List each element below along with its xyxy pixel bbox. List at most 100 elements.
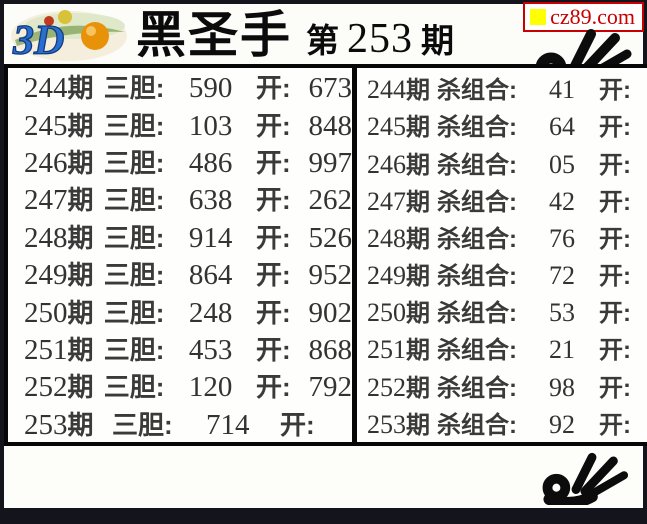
open-label: 开: bbox=[599, 188, 631, 216]
open-label: 开: bbox=[255, 110, 291, 141]
page-title: 黑圣手 第 253 期 bbox=[136, 6, 454, 64]
pick-label: 杀组合: bbox=[437, 151, 517, 179]
open-label: 开: bbox=[599, 337, 631, 365]
left-panel: 244期 三胆: 590 开: 673 245期 三胆: 103 开: 848 … bbox=[4, 64, 357, 446]
pick-label: 三胆: bbox=[112, 409, 173, 440]
data-panels: 244期 三胆: 590 开: 673 245期 三胆: 103 开: 848 … bbox=[4, 64, 647, 446]
period-cell: 251期 bbox=[24, 333, 94, 366]
pick-value: 98 bbox=[549, 372, 575, 402]
period-cell: 251期 bbox=[367, 335, 430, 365]
ok-hand-icon bbox=[535, 449, 633, 509]
pick-label: 杀组合: bbox=[437, 188, 517, 216]
pick-label: 三胆: bbox=[103, 148, 165, 179]
pick-value: 248 bbox=[188, 296, 233, 329]
table-row: 244期 三胆: 590 开: 673 bbox=[24, 68, 352, 105]
table-row: 245期 杀组合: 64 开: 848 bbox=[367, 107, 647, 142]
pick-label: 杀组合: bbox=[437, 300, 517, 328]
open-label: 开: bbox=[599, 300, 631, 328]
issue-suffix: 期 bbox=[421, 24, 454, 60]
pick-label: 三胆: bbox=[103, 297, 165, 328]
open-value: 902 bbox=[308, 296, 353, 329]
pick-label: 三胆: bbox=[103, 372, 165, 403]
table-row: 253期 杀组合: 92 开: bbox=[367, 405, 647, 440]
issue-number: 253 bbox=[347, 16, 413, 62]
period-cell: 252期 bbox=[24, 371, 94, 404]
open-value: 868 bbox=[308, 333, 353, 366]
open-label: 开: bbox=[255, 260, 291, 291]
pick-value: 72 bbox=[549, 261, 575, 291]
pick-label: 三胆: bbox=[103, 334, 165, 365]
pick-value: 21 bbox=[549, 335, 575, 365]
svg-text:3D: 3D bbox=[12, 18, 64, 62]
issue-prefix: 第 bbox=[306, 24, 339, 60]
table-row: 246期 杀组合: 05 开: 997 bbox=[367, 145, 647, 180]
pick-label: 杀组合: bbox=[437, 263, 517, 291]
pick-value: 76 bbox=[549, 223, 575, 253]
table-row: 247期 三胆: 638 开: 262 bbox=[24, 180, 352, 217]
table-row: 251期 杀组合: 21 开: 868 bbox=[367, 330, 647, 365]
pick-value: 92 bbox=[549, 409, 575, 439]
table-row: 247期 杀组合: 42 开: 262 bbox=[367, 182, 647, 217]
open-value: 673 bbox=[308, 72, 353, 105]
title-main: 黑圣手 bbox=[136, 7, 292, 63]
period-cell: 252期 bbox=[367, 372, 430, 402]
period-cell: 247期 bbox=[24, 184, 94, 217]
pick-label: 杀组合: bbox=[437, 77, 517, 105]
period-cell: 246期 bbox=[367, 149, 430, 179]
table-row: 248期 三胆: 914 开: 526 bbox=[24, 218, 352, 255]
open-label: 开: bbox=[599, 411, 631, 439]
period-cell: 244期 bbox=[24, 72, 94, 105]
table-row: 252期 杀组合: 98 开: 792 bbox=[367, 368, 647, 403]
open-label: 开: bbox=[599, 114, 631, 142]
open-value: 262 bbox=[308, 184, 353, 217]
issue-label: 第 253 期 bbox=[306, 14, 454, 63]
period-cell: 248期 bbox=[24, 221, 94, 254]
pick-value: 120 bbox=[188, 371, 233, 404]
site-badge[interactable]: cz89.com bbox=[523, 2, 644, 32]
table-row: 250期 杀组合: 53 开: 902 bbox=[367, 293, 647, 328]
table-row: 246期 三胆: 486 开: 997 bbox=[24, 143, 352, 180]
site-badge-text: cz89.com bbox=[550, 4, 635, 29]
period-cell: 247期 bbox=[367, 186, 430, 216]
pick-label: 三胆: bbox=[103, 73, 165, 104]
yellow-square-icon bbox=[530, 9, 547, 25]
pick-label: 三胆: bbox=[103, 260, 165, 291]
open-label: 开: bbox=[599, 225, 631, 253]
pick-label: 三胆: bbox=[103, 110, 165, 141]
open-label: 开: bbox=[599, 151, 631, 179]
pick-value: 64 bbox=[549, 112, 575, 142]
open-value: 952 bbox=[308, 259, 353, 292]
open-value: 792 bbox=[308, 371, 353, 404]
open-label: 开: bbox=[255, 297, 291, 328]
period-cell: 250期 bbox=[24, 296, 94, 329]
pick-label: 杀组合: bbox=[437, 114, 517, 142]
table-row: 251期 三胆: 453 开: 868 bbox=[24, 330, 352, 367]
open-label: 开: bbox=[255, 222, 291, 253]
header: 3D 黑圣手 第 253 期 cz89.com bbox=[4, 2, 644, 65]
table-row: 249期 三胆: 864 开: 952 bbox=[24, 255, 352, 292]
pick-label: 杀组合: bbox=[437, 225, 517, 253]
pick-value: 05 bbox=[549, 149, 575, 179]
pick-value: 41 bbox=[549, 75, 575, 105]
pick-value: 453 bbox=[188, 333, 233, 366]
pick-value: 53 bbox=[549, 298, 575, 328]
period-cell: 244期 bbox=[367, 75, 430, 105]
table-row: 252期 三胆: 120 开: 792 bbox=[24, 367, 352, 404]
table-row: 248期 杀组合: 76 开: 526 bbox=[367, 219, 647, 254]
open-label: 开: bbox=[599, 263, 631, 291]
lottery-3d-logo: 3D bbox=[7, 6, 131, 65]
pick-value: 103 bbox=[188, 109, 233, 142]
period-cell: 250期 bbox=[367, 298, 430, 328]
open-value: 848 bbox=[308, 109, 353, 142]
period-cell: 245期 bbox=[24, 109, 94, 142]
pick-value: 638 bbox=[188, 184, 233, 217]
period-cell: 249期 bbox=[24, 259, 94, 292]
table-row: 245期 三胆: 103 开: 848 bbox=[24, 106, 352, 143]
pick-label: 杀组合: bbox=[437, 337, 517, 365]
open-value: 997 bbox=[308, 147, 353, 180]
period-cell: 245期 bbox=[367, 112, 430, 142]
period-cell: 249期 bbox=[367, 261, 430, 291]
table-row: 249期 杀组合: 72 开: 952 bbox=[367, 256, 647, 291]
open-label: 开: bbox=[255, 148, 291, 179]
